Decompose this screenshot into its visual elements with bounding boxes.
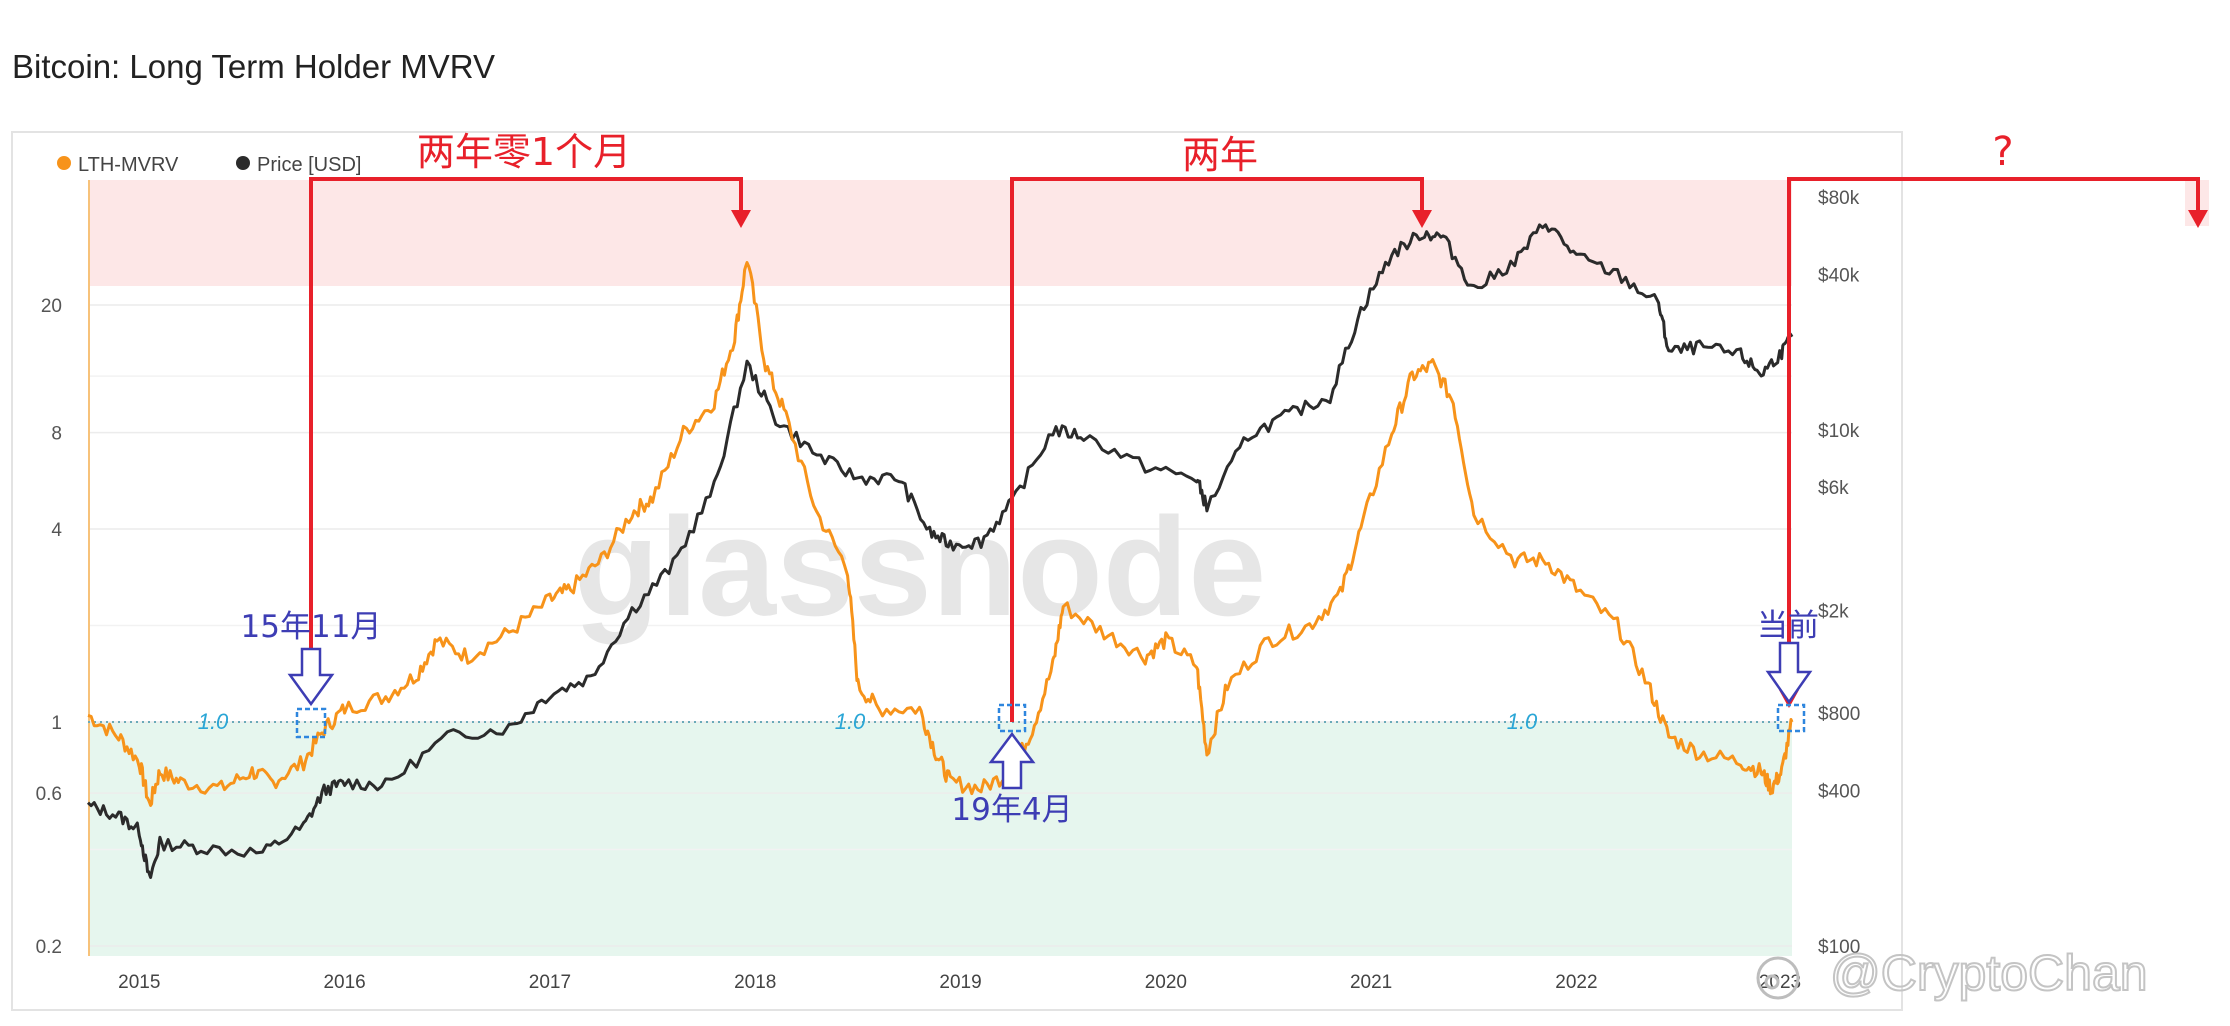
x-tick-label: 2015: [118, 972, 160, 993]
right-tick-label: $400: [1818, 782, 1860, 803]
weibo-icon-dot: [1764, 974, 1780, 990]
left-tick-label: 20: [41, 296, 62, 317]
page-title: Bitcoin: Long Term Holder MVRV: [12, 48, 495, 85]
x-tick-label: 2019: [939, 972, 981, 993]
price-series-line: [86, 223, 1794, 879]
bracket-current: [1787, 177, 2200, 700]
marker-box-2019: [997, 703, 1027, 733]
gridlines: [88, 304, 1792, 947]
annotation-label-two-years: 两年: [1182, 133, 1258, 177]
annotation-label-two-years-one-month: 两年零1个月: [417, 130, 631, 174]
annotation-label-question: ?: [1992, 129, 2013, 175]
left-tick-label: 4: [51, 520, 62, 541]
marker-arrow-2015: [287, 647, 335, 707]
left-tick-label: 1: [51, 713, 62, 734]
right-tick-label: $10k: [1818, 421, 1860, 442]
x-axis-ticks: 2015 2016 2017 2018 2019 2020 2021 2022 2023: [118, 972, 1801, 993]
legend-label-lth-mvrv: LTH-MVRV: [78, 154, 179, 176]
marker-box-current: [1776, 703, 1806, 733]
undervalued-zone: [88, 722, 1792, 956]
marker-arrows: [287, 641, 1813, 790]
right-tick-label: $2k: [1818, 601, 1849, 622]
arrowhead-2017-top: [731, 210, 751, 228]
marker-arrow-current: [1765, 641, 1813, 705]
arrowhead-2021-top: [1412, 210, 1432, 228]
marker-label-2019-apr: 19年4月: [951, 792, 1072, 828]
x-tick-label: 2022: [1555, 972, 1597, 993]
marker-box-2015: [295, 707, 327, 739]
reference-label: 1.0: [835, 709, 866, 734]
reference-label: 1.0: [198, 709, 229, 734]
x-tick-label: 2018: [734, 972, 776, 993]
lth-mvrv-series-line: [87, 261, 1794, 807]
marker-arrow-2019: [988, 731, 1036, 790]
arrowhead-future: [2188, 210, 2208, 228]
right-tick-label: $40k: [1818, 266, 1860, 287]
right-tick-label: $6k: [1818, 478, 1849, 499]
left-tick-label: 0.2: [36, 937, 62, 958]
right-tick-label: $80k: [1818, 188, 1860, 209]
right-axis-ticks: $100 $400 $800 $2k $6k $10k $40k $80k: [1818, 188, 1860, 958]
credit-text: @CryptoChan: [1830, 945, 2148, 1001]
x-tick-label: 2020: [1145, 972, 1187, 993]
watermark: glassnode: [574, 488, 1266, 645]
x-tick-label: 2017: [529, 972, 571, 993]
left-tick-label: 0.6: [36, 784, 62, 805]
weibo-icon: [1756, 956, 1800, 1000]
x-tick-label: 2021: [1350, 972, 1392, 993]
reference-label: 1.0: [1507, 709, 1538, 734]
left-tick-label: 8: [51, 424, 62, 445]
x-tick-label: 2016: [323, 972, 365, 993]
legend-label-price: Price [USD]: [257, 154, 361, 176]
left-axis-ticks: 0.2 0.6 1 4 8 20: [36, 296, 63, 958]
bracket-2015-2017: [309, 177, 743, 700]
credit-watermark: @CryptoChan: [1756, 944, 2149, 1002]
bracket-2019-2021: [1010, 177, 1424, 722]
right-tick-label: $800: [1818, 704, 1860, 725]
marker-label-current: 当前: [1757, 608, 1819, 644]
legend-marker-lth-mvrv: [57, 156, 71, 170]
annotation-brackets: [309, 177, 2200, 722]
marker-boxes: [295, 703, 1806, 739]
right-tick-label: $100: [1818, 937, 1860, 958]
legend-marker-price: [236, 156, 250, 170]
marker-label-2015-nov: 15年11月: [241, 609, 382, 645]
legend: LTH-MVRV Price [USD]: [57, 154, 361, 176]
